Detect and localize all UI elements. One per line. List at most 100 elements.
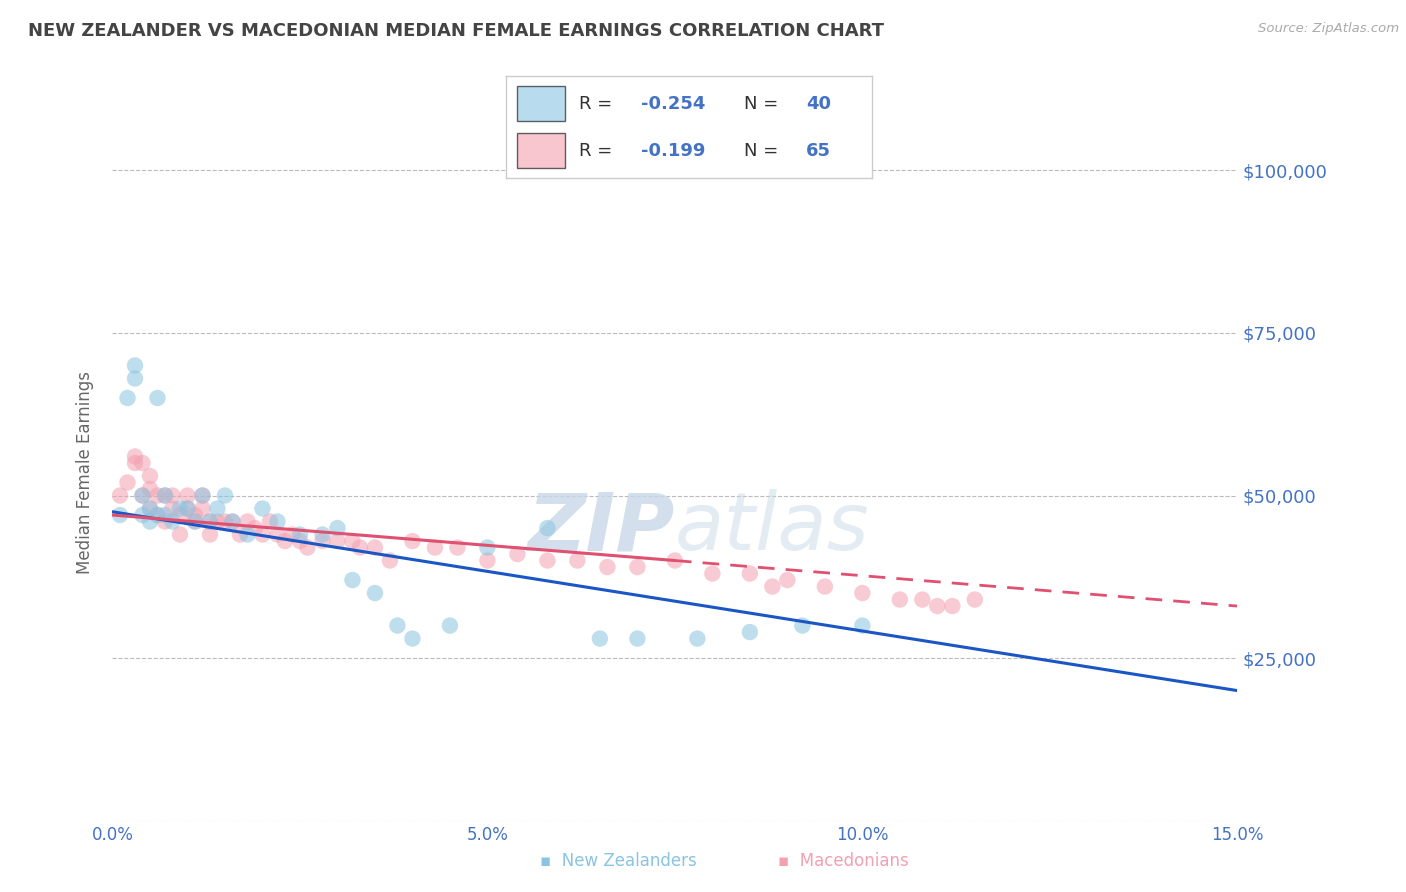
Point: [288, 534, 311, 549]
Point: [851, 618, 873, 632]
Text: atlas: atlas: [675, 490, 870, 567]
Text: 65: 65: [806, 142, 831, 160]
Point: [266, 515, 288, 529]
Text: ZIP: ZIP: [527, 490, 675, 567]
Point: [169, 508, 191, 522]
Point: [176, 501, 198, 516]
Point: [738, 625, 761, 640]
Text: NEW ZEALANDER VS MACEDONIAN MEDIAN FEMALE EARNINGS CORRELATION CHART: NEW ZEALANDER VS MACEDONIAN MEDIAN FEMAL…: [28, 22, 884, 40]
Point: [139, 501, 162, 516]
Point: [536, 521, 558, 535]
Point: [236, 527, 259, 541]
Point: [686, 632, 709, 646]
Point: [702, 566, 724, 581]
Point: [229, 527, 252, 541]
Point: [184, 515, 207, 529]
Point: [401, 632, 423, 646]
Point: [198, 527, 221, 541]
Point: [349, 541, 371, 555]
Point: [162, 489, 184, 503]
Point: [139, 469, 162, 483]
Point: [124, 371, 146, 385]
Point: [281, 527, 304, 541]
Point: [153, 489, 176, 503]
Text: R =: R =: [579, 142, 619, 160]
Point: [446, 541, 468, 555]
Point: [131, 456, 153, 470]
Text: ▪  New Zealanders: ▪ New Zealanders: [540, 852, 697, 870]
Point: [184, 515, 207, 529]
Point: [626, 632, 648, 646]
Point: [851, 586, 873, 600]
Point: [589, 632, 612, 646]
Point: [207, 515, 229, 529]
Text: 40: 40: [806, 95, 831, 112]
Point: [162, 515, 184, 529]
Point: [274, 534, 297, 549]
Point: [342, 573, 364, 587]
Point: [477, 553, 499, 567]
Text: -0.254: -0.254: [641, 95, 706, 112]
Point: [169, 527, 191, 541]
Point: [221, 515, 243, 529]
Text: -0.199: -0.199: [641, 142, 706, 160]
Point: [139, 482, 162, 496]
Point: [153, 508, 176, 522]
Text: Source: ZipAtlas.com: Source: ZipAtlas.com: [1258, 22, 1399, 36]
FancyBboxPatch shape: [517, 87, 565, 121]
Point: [792, 618, 814, 632]
Point: [184, 508, 207, 522]
Point: [131, 508, 153, 522]
Point: [963, 592, 986, 607]
Point: [124, 450, 146, 464]
Point: [191, 489, 214, 503]
Point: [664, 553, 686, 567]
Point: [342, 534, 364, 549]
Point: [423, 541, 446, 555]
Point: [364, 586, 387, 600]
Point: [191, 489, 214, 503]
Point: [117, 391, 139, 405]
Point: [252, 501, 274, 516]
Point: [139, 515, 162, 529]
Point: [176, 501, 198, 516]
Point: [131, 489, 153, 503]
Point: [131, 489, 153, 503]
Point: [311, 527, 333, 541]
Point: [941, 599, 963, 613]
Point: [814, 580, 837, 594]
Point: [198, 515, 221, 529]
Text: ▪  Macedonians: ▪ Macedonians: [779, 852, 908, 870]
Point: [738, 566, 761, 581]
Point: [124, 359, 146, 373]
Point: [191, 501, 214, 516]
Point: [596, 560, 619, 574]
Point: [146, 391, 169, 405]
Point: [108, 489, 131, 503]
Point: [567, 553, 589, 567]
Point: [169, 501, 191, 516]
Point: [207, 501, 229, 516]
Point: [911, 592, 934, 607]
Point: [439, 618, 461, 632]
Point: [139, 501, 162, 516]
Y-axis label: Median Female Earnings: Median Female Earnings: [76, 371, 94, 574]
Point: [401, 534, 423, 549]
Point: [162, 501, 184, 516]
Point: [117, 475, 139, 490]
Point: [124, 456, 146, 470]
Text: R =: R =: [579, 95, 619, 112]
Point: [176, 489, 198, 503]
Point: [252, 527, 274, 541]
Point: [214, 515, 236, 529]
Point: [214, 489, 236, 503]
Point: [387, 618, 409, 632]
Point: [889, 592, 911, 607]
Point: [536, 553, 558, 567]
Point: [108, 508, 131, 522]
Point: [326, 534, 349, 549]
Point: [761, 580, 783, 594]
Point: [297, 541, 319, 555]
Point: [146, 508, 169, 522]
Point: [259, 515, 281, 529]
